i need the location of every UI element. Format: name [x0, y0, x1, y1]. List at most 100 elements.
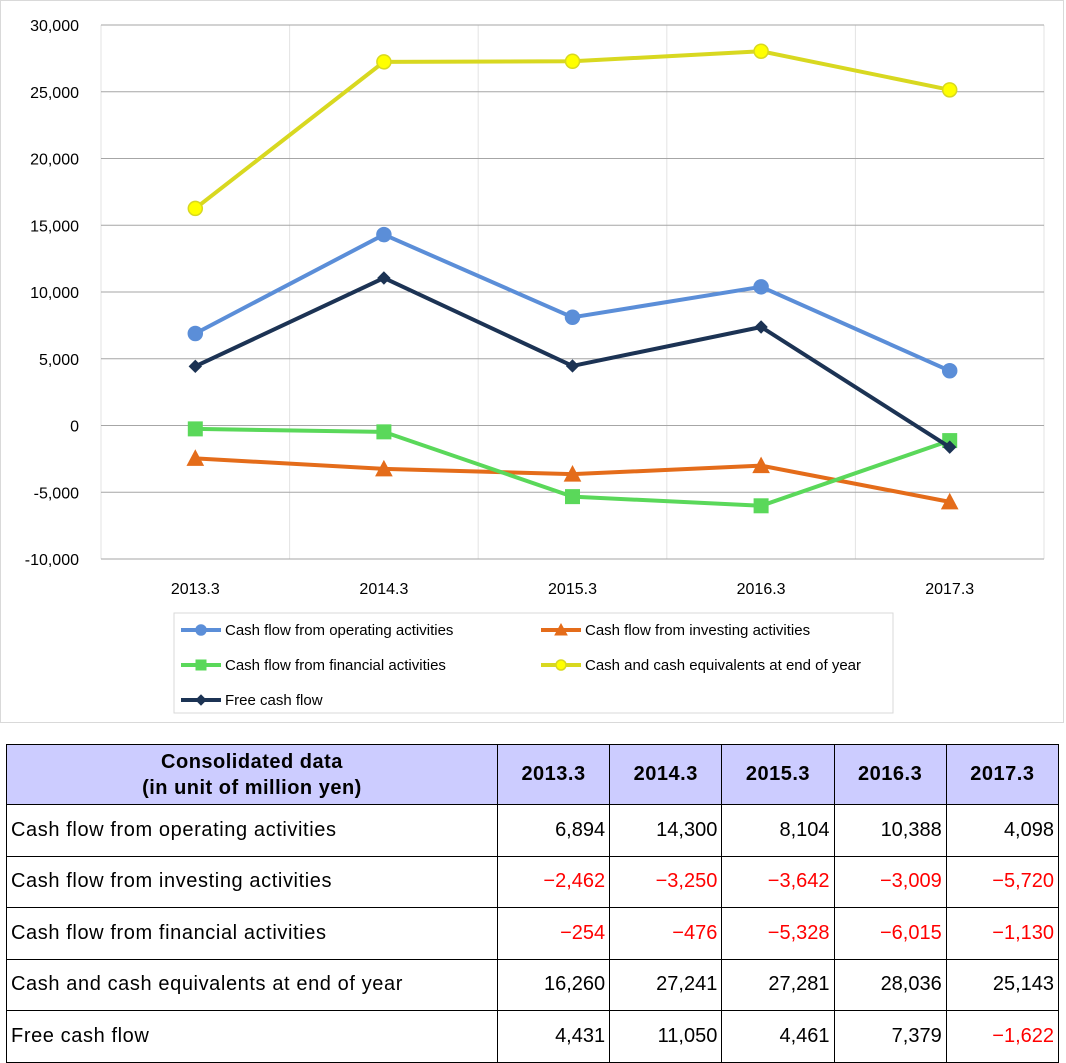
series-0 [187, 226, 958, 379]
x-axis: 2013.3 2014.3 2015.3 2016.3 2017.3 [171, 581, 974, 598]
chart-panel: 30,000 25,000 20,000 15,000 10,000 5,000 0 -5,0… [0, 0, 1064, 723]
x-tick-label: 2014.3 [359, 581, 408, 598]
y-tick-label: 0 [70, 419, 79, 436]
table-column-header: 2014.3 [609, 744, 723, 805]
y-tick-label: -5,000 [34, 485, 79, 502]
data-point [565, 359, 580, 373]
y-tick-label: 30,000 [30, 18, 79, 35]
x-tick-label: 2016.3 [737, 581, 786, 598]
legend: Cash flow from operating activities Cash … [173, 612, 894, 714]
y-tick-label: 5,000 [39, 352, 79, 369]
table-row-label: Cash and cash equivalents at end of year [6, 958, 498, 1011]
series-layer [186, 43, 959, 514]
y-axis: 30,000 25,000 20,000 15,000 10,000 5,000 0 -5,0… [25, 18, 79, 569]
data-point [563, 465, 582, 482]
data-point [941, 82, 958, 98]
data-point [564, 53, 581, 70]
legend-label: Cash flow from investing activities [585, 622, 810, 639]
table-cell: 27,281 [721, 958, 835, 1011]
table-cell: 4,098 [945, 804, 1060, 857]
data-point [187, 421, 203, 437]
data-point [376, 226, 392, 243]
table-row: Cash flow from financial activities −254−… [6, 907, 1060, 960]
table-row: Cash and cash equivalents at end of year… [6, 958, 1060, 1011]
legend-swatch-marker [195, 694, 207, 706]
legend-swatch-marker [195, 659, 207, 671]
table-cell: 6,894 [496, 804, 611, 857]
x-tick-label: 2017.3 [925, 581, 974, 598]
legend-swatch-marker [555, 659, 567, 671]
table-cell: 8,104 [721, 804, 835, 857]
table-row-label: Cash flow from investing activities [6, 855, 498, 908]
table-cell: −6,015 [833, 907, 947, 960]
table-cell: −5,720 [945, 855, 1060, 908]
data-point [377, 271, 391, 285]
data-point [565, 489, 580, 505]
data-point [752, 456, 770, 474]
consolidated-data-table: Consolidated data (in unit of million ye… [6, 744, 1060, 1063]
series-2 [187, 421, 958, 514]
legend-item: Free cash flow [181, 692, 323, 709]
table-body: Cash flow from operating activities 6,894… [6, 804, 1060, 1063]
table-cell: 11,050 [609, 1010, 723, 1063]
legend-label: Cash and cash equivalents at end of year [585, 657, 861, 674]
table-cell: 10,388 [833, 804, 947, 857]
data-point [187, 325, 204, 342]
legend-swatch-marker [554, 622, 568, 636]
table-cell: 4,461 [721, 1010, 835, 1063]
table-column-header: 2015.3 [721, 744, 835, 805]
y-tick-label: -10,000 [25, 552, 79, 569]
table-column-header: 2017.3 [945, 744, 1060, 805]
table-row: Free cash flow 4,431 11,050 4,461 7,379 −1,62… [6, 1010, 1060, 1063]
series-line [194, 49, 951, 211]
table-row-label: Cash flow from operating activities [6, 804, 498, 857]
table-cell: −476 [609, 907, 723, 960]
legend-item: Cash flow from financial activities [181, 657, 446, 674]
table-row-label: Cash flow from financial activities [6, 907, 498, 960]
y-tick-label: 20,000 [30, 152, 79, 169]
data-point [188, 359, 203, 374]
y-tick-label: 25,000 [30, 85, 79, 102]
table-cell: 25,143 [945, 958, 1060, 1011]
table-cell: −2,462 [496, 855, 611, 908]
table-cell: 7,379 [833, 1010, 947, 1063]
table-row: Cash flow from investing activities −2,46… [6, 855, 1060, 908]
legend-label: Free cash flow [225, 692, 323, 709]
data-point [753, 279, 769, 295]
data-point [754, 320, 768, 334]
table-cell: −1,622 [945, 1010, 1060, 1063]
legend-item: Cash and cash equivalents at end of year [541, 657, 861, 674]
data-point [753, 43, 769, 59]
x-tick-label: 2013.3 [171, 581, 220, 598]
table-row-label: Free cash flow [6, 1010, 498, 1063]
legend-box [173, 612, 894, 714]
data-point [376, 424, 392, 440]
legend-label: Cash flow from operating activities [225, 622, 453, 639]
table-cell: 28,036 [833, 958, 947, 1011]
legend-item: Cash flow from investing activities [541, 622, 810, 639]
table-cell: 27,241 [609, 958, 723, 1011]
table-cell: −3,250 [609, 855, 723, 908]
table-cell: −3,642 [721, 855, 835, 908]
table-cell: 14,300 [609, 804, 723, 857]
table-column-header: 2016.3 [833, 744, 947, 805]
table-cell: −3,009 [833, 855, 947, 908]
data-point [564, 309, 581, 326]
series-1 [186, 449, 959, 510]
y-tick-label: 10,000 [30, 285, 79, 302]
table-cell: −5,328 [721, 907, 835, 960]
y-tick-label: 15,000 [30, 218, 79, 235]
data-point [375, 459, 393, 477]
table-header-row: Consolidated data (in unit of million ye… [6, 744, 1060, 805]
legend-label: Cash flow from financial activities [225, 657, 446, 674]
table-header-line1: Consolidated data [161, 750, 343, 773]
series-line [194, 232, 951, 373]
data-point [186, 449, 205, 466]
data-point [187, 200, 204, 217]
data-point [942, 440, 957, 454]
table-row: Cash flow from operating activities 6,894… [6, 804, 1060, 857]
table-cell: 4,431 [496, 1010, 611, 1063]
legend-item: Cash flow from operating activities [181, 622, 453, 639]
table-cell: −254 [496, 907, 611, 960]
series-4 [188, 271, 957, 454]
